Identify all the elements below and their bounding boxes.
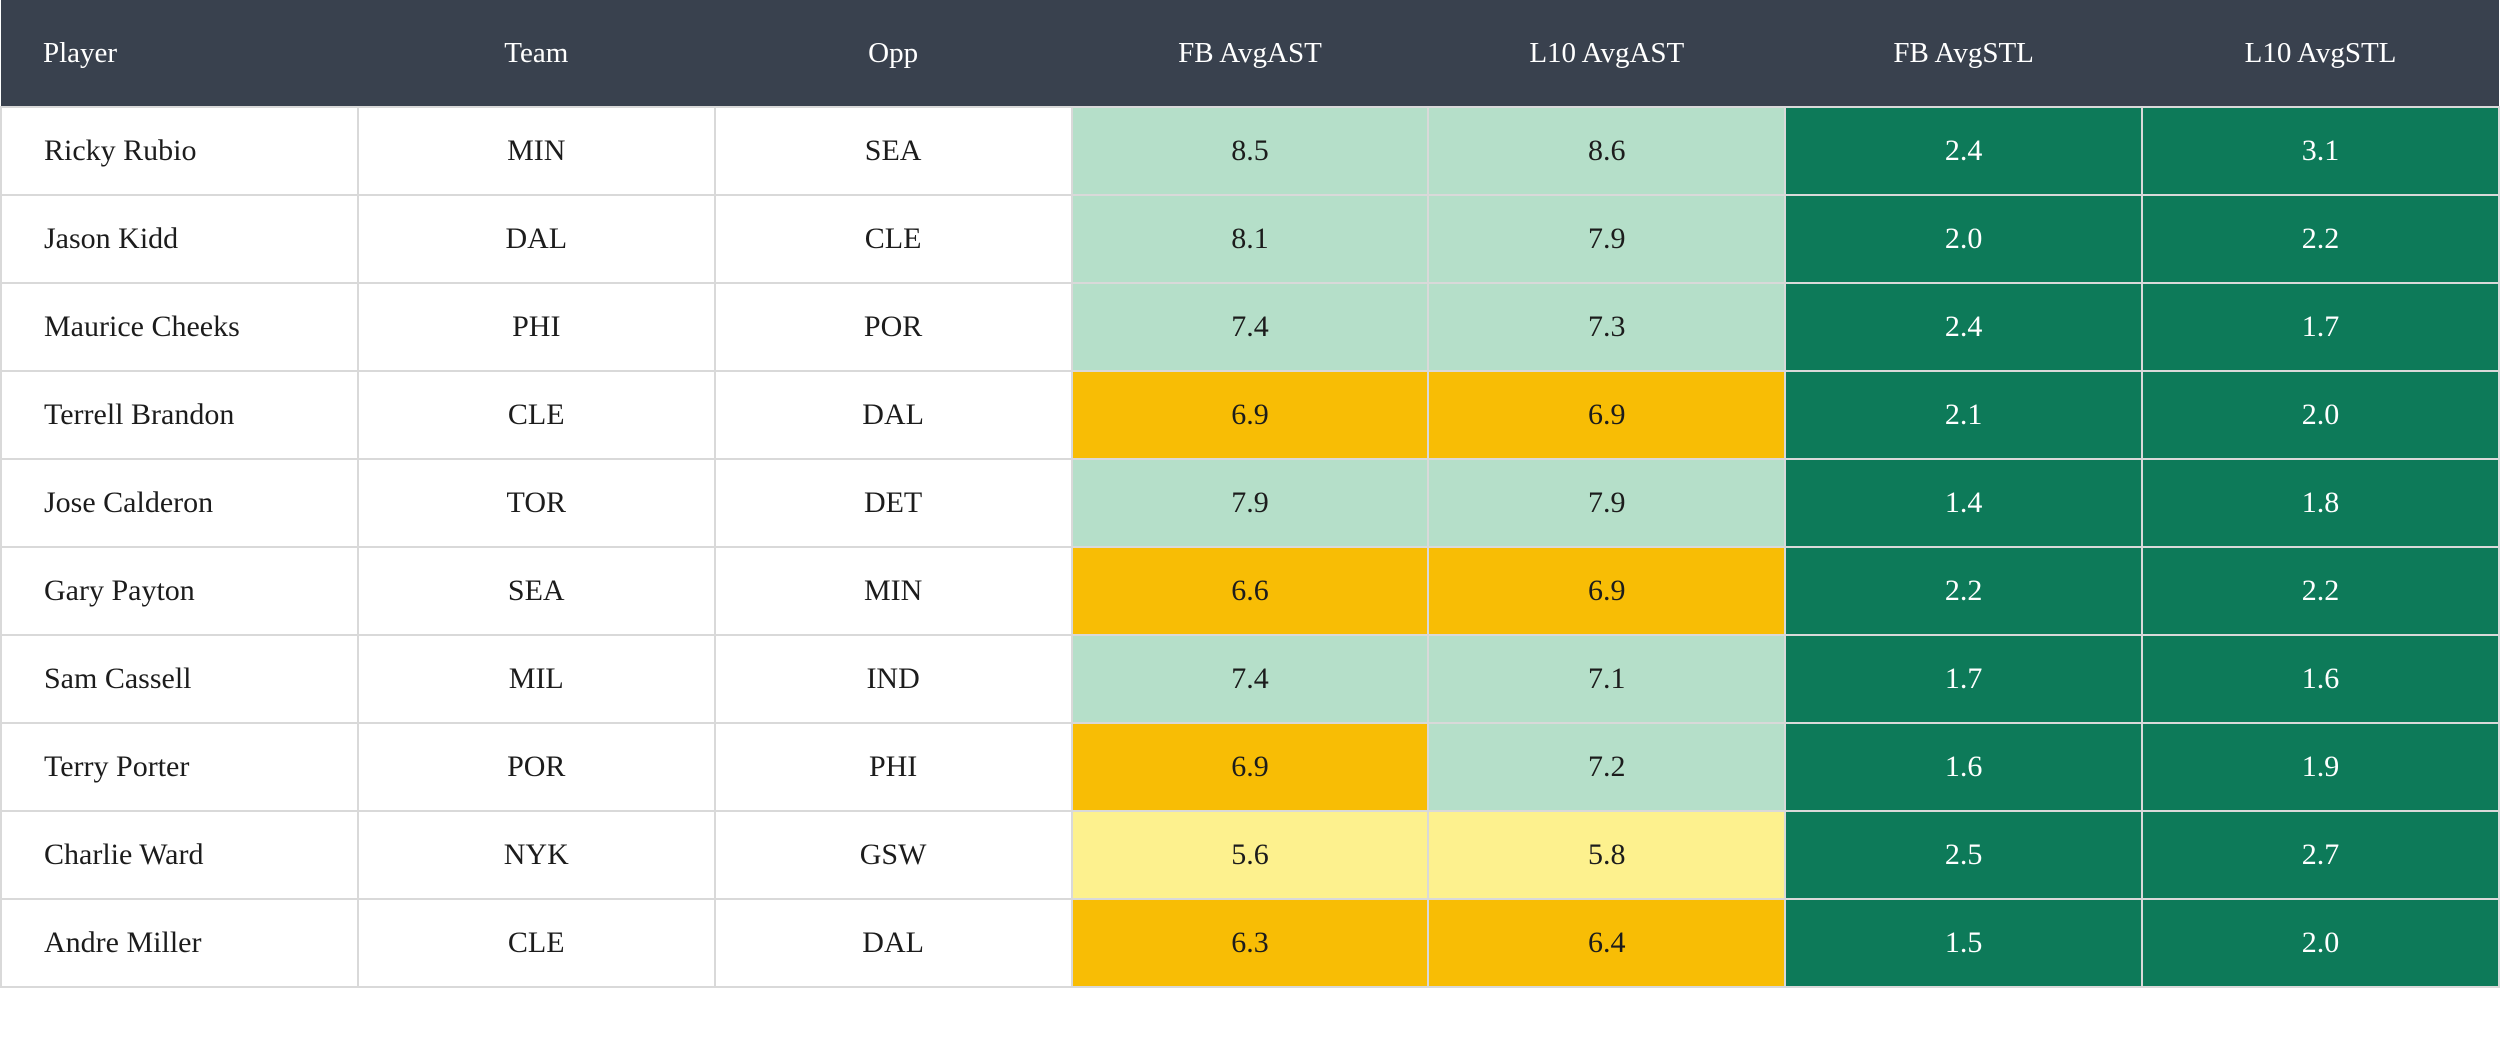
player-cell: Terrell Brandon: [0, 370, 359, 460]
table-body: Ricky Rubio MIN SEA 8.5 8.6 2.4 3.1 Jason Kidd D…: [0, 106, 2500, 988]
fb-avg-stl-cell: 2.4: [1784, 282, 2144, 372]
l10-avg-ast-cell: 8.6: [1427, 106, 1787, 196]
team-cell: POR: [356, 722, 716, 812]
l10-avg-stl-cell: 2.0: [2141, 898, 2500, 988]
player-cell: Jason Kidd: [0, 194, 359, 284]
team-cell: DAL: [356, 194, 716, 284]
l10-avg-stl-cell: 2.2: [2141, 546, 2500, 636]
table-row: Terrell Brandon CLE DAL 6.9 6.9 2.1 2.0: [0, 370, 2500, 460]
l10-avg-stl-cell: 1.8: [2141, 458, 2500, 548]
table-row: Ricky Rubio MIN SEA 8.5 8.6 2.4 3.1: [0, 106, 2500, 196]
opp-cell: DAL: [713, 898, 1073, 988]
opp-cell: SEA: [713, 106, 1073, 196]
opp-cell: CLE: [713, 194, 1073, 284]
column-header-opp: Opp: [714, 0, 1072, 107]
fb-avg-ast-cell: 8.5: [1070, 106, 1430, 196]
player-cell: Terry Porter: [0, 722, 359, 812]
player-cell: Maurice Cheeks: [0, 282, 359, 372]
player-cell: Ricky Rubio: [0, 106, 359, 196]
column-header-l10-avg-stl: L10 AvgSTL: [2142, 0, 2499, 107]
player-cell: Jose Calderon: [0, 458, 359, 548]
l10-avg-ast-cell: 5.8: [1427, 810, 1787, 900]
fb-avg-stl-cell: 1.5: [1784, 898, 2144, 988]
table-row: Jose Calderon TOR DET 7.9 7.9 1.4 1.8: [0, 458, 2500, 548]
fb-avg-ast-cell: 6.9: [1070, 370, 1430, 460]
table-row: Sam Cassell MIL IND 7.4 7.1 1.7 1.6: [0, 634, 2500, 724]
l10-avg-ast-cell: 6.9: [1427, 546, 1787, 636]
l10-avg-stl-cell: 3.1: [2141, 106, 2500, 196]
team-cell: TOR: [356, 458, 716, 548]
l10-avg-stl-cell: 2.2: [2141, 194, 2500, 284]
column-header-fb-avg-stl: FB AvgSTL: [1785, 0, 2143, 107]
table-row: Maurice Cheeks PHI POR 7.4 7.3 2.4 1.7: [0, 282, 2500, 372]
team-cell: CLE: [356, 898, 716, 988]
fb-avg-stl-cell: 2.5: [1784, 810, 2144, 900]
fb-avg-ast-cell: 7.4: [1070, 634, 1430, 724]
fb-avg-stl-cell: 2.0: [1784, 194, 2144, 284]
l10-avg-ast-cell: 7.9: [1427, 458, 1787, 548]
team-cell: NYK: [356, 810, 716, 900]
team-cell: PHI: [356, 282, 716, 372]
table-row: Jason Kidd DAL CLE 8.1 7.9 2.0 2.2: [0, 194, 2500, 284]
fb-avg-stl-cell: 1.6: [1784, 722, 2144, 812]
l10-avg-ast-cell: 6.4: [1427, 898, 1787, 988]
opp-cell: POR: [713, 282, 1073, 372]
fb-avg-ast-cell: 6.6: [1070, 546, 1430, 636]
player-cell: Andre Miller: [0, 898, 359, 988]
header-row: Player Team Opp FB AvgAST L10 AvgAST FB AvgST…: [1, 0, 2499, 107]
l10-avg-ast-cell: 7.2: [1427, 722, 1787, 812]
column-header-team: Team: [357, 0, 715, 107]
player-cell: Charlie Ward: [0, 810, 359, 900]
column-header-l10-avg-ast: L10 AvgAST: [1428, 0, 1786, 107]
fb-avg-ast-cell: 7.9: [1070, 458, 1430, 548]
l10-avg-stl-cell: 1.6: [2141, 634, 2500, 724]
fb-avg-ast-cell: 8.1: [1070, 194, 1430, 284]
opp-cell: PHI: [713, 722, 1073, 812]
fb-avg-stl-cell: 1.7: [1784, 634, 2144, 724]
opp-cell: DET: [713, 458, 1073, 548]
fb-avg-stl-cell: 2.1: [1784, 370, 2144, 460]
opp-cell: MIN: [713, 546, 1073, 636]
opp-cell: DAL: [713, 370, 1073, 460]
table-row: Gary Payton SEA MIN 6.6 6.9 2.2 2.2: [0, 546, 2500, 636]
column-header-fb-avg-ast: FB AvgAST: [1071, 0, 1429, 107]
team-cell: MIN: [356, 106, 716, 196]
fb-avg-ast-cell: 6.9: [1070, 722, 1430, 812]
column-header-player: Player: [1, 0, 358, 107]
l10-avg-stl-cell: 1.9: [2141, 722, 2500, 812]
fb-avg-stl-cell: 2.2: [1784, 546, 2144, 636]
player-cell: Gary Payton: [0, 546, 359, 636]
team-cell: MIL: [356, 634, 716, 724]
fb-avg-stl-cell: 2.4: [1784, 106, 2144, 196]
fb-avg-ast-cell: 6.3: [1070, 898, 1430, 988]
l10-avg-ast-cell: 6.9: [1427, 370, 1787, 460]
opp-cell: IND: [713, 634, 1073, 724]
fb-avg-stl-cell: 1.4: [1784, 458, 2144, 548]
l10-avg-ast-cell: 7.3: [1427, 282, 1787, 372]
l10-avg-stl-cell: 2.0: [2141, 370, 2500, 460]
table-row: Andre Miller CLE DAL 6.3 6.4 1.5 2.0: [0, 898, 2500, 988]
fb-avg-ast-cell: 7.4: [1070, 282, 1430, 372]
table-row: Terry Porter POR PHI 6.9 7.2 1.6 1.9: [0, 722, 2500, 812]
player-stats-table: Player Team Opp FB AvgAST L10 AvgAST FB AvgST…: [0, 0, 2500, 988]
table-header: Player Team Opp FB AvgAST L10 AvgAST FB AvgST…: [1, 0, 2499, 107]
l10-avg-ast-cell: 7.9: [1427, 194, 1787, 284]
l10-avg-stl-cell: 1.7: [2141, 282, 2500, 372]
team-cell: SEA: [356, 546, 716, 636]
l10-avg-ast-cell: 7.1: [1427, 634, 1787, 724]
player-cell: Sam Cassell: [0, 634, 359, 724]
fb-avg-ast-cell: 5.6: [1070, 810, 1430, 900]
opp-cell: GSW: [713, 810, 1073, 900]
table-row: Charlie Ward NYK GSW 5.6 5.8 2.5 2.7: [0, 810, 2500, 900]
l10-avg-stl-cell: 2.7: [2141, 810, 2500, 900]
team-cell: CLE: [356, 370, 716, 460]
